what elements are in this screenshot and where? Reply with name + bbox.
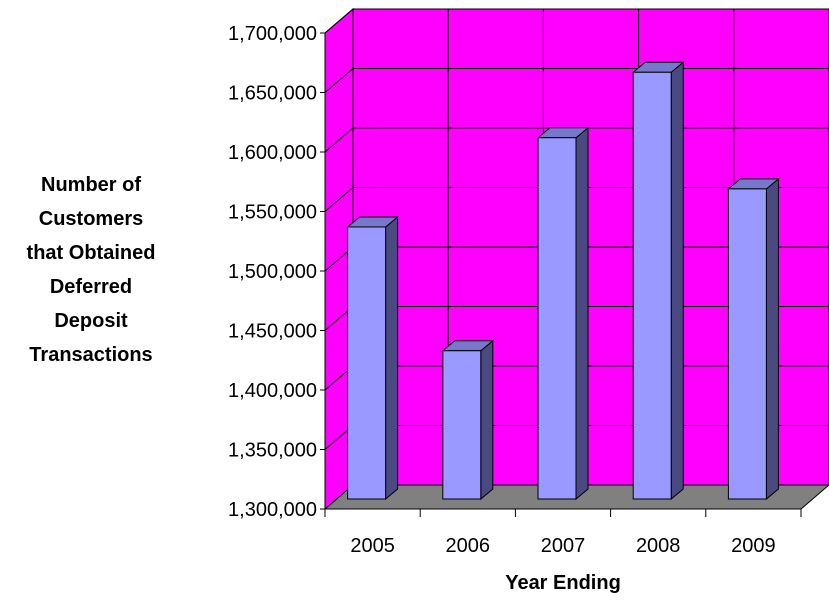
gridline-side bbox=[324, 127, 354, 153]
x-tick-label: 2008 bbox=[636, 535, 681, 557]
x-tick-label: 2006 bbox=[446, 535, 491, 557]
y-axis-title-line: that Obtained bbox=[27, 242, 156, 264]
bar-front bbox=[632, 71, 672, 500]
x-tick-label: 2005 bbox=[350, 535, 395, 557]
y-tick-label: 1,400,000 bbox=[228, 380, 317, 402]
bar-front bbox=[347, 226, 387, 500]
x-tick-labels: 2005 2006 2007 2008 2009 bbox=[324, 509, 802, 557]
bar-front bbox=[727, 188, 767, 500]
y-tick-label: 1,700,000 bbox=[228, 23, 317, 45]
bar-2007 bbox=[536, 126, 590, 501]
y-tick-label: 1,350,000 bbox=[228, 440, 317, 462]
y-axis-title-line: Deposit bbox=[54, 310, 128, 332]
y-tick-label: 1,550,000 bbox=[228, 202, 317, 224]
y-axis-title-line: Transactions bbox=[29, 344, 152, 366]
y-tick-label: 1,600,000 bbox=[228, 142, 317, 164]
bar-side bbox=[385, 215, 399, 501]
bar-2006 bbox=[441, 339, 495, 501]
gridline-side bbox=[324, 187, 354, 212]
bar-2009 bbox=[727, 177, 780, 501]
bar-2005 bbox=[346, 215, 399, 501]
y-axis-title-line: Deferred bbox=[50, 276, 132, 298]
gridline-side bbox=[324, 8, 354, 34]
gridline-side bbox=[324, 68, 354, 93]
y-tick-labels: 1,300,000 1,350,000 1,400,000 1,450,000 1,50… bbox=[228, 23, 325, 521]
bar-front bbox=[537, 137, 577, 500]
y-tick-label: 1,300,000 bbox=[228, 499, 317, 521]
y-tick-label: 1,500,000 bbox=[228, 261, 317, 283]
x-axis-title: Year Ending bbox=[505, 572, 621, 594]
bar-side bbox=[670, 61, 684, 501]
bar-front bbox=[442, 350, 482, 500]
y-tick-label: 1,650,000 bbox=[228, 83, 317, 105]
bar-side bbox=[575, 126, 589, 501]
x-tick-label: 2007 bbox=[541, 535, 586, 557]
y-axis-title-line: Customers bbox=[39, 208, 143, 230]
bar-side bbox=[480, 339, 494, 501]
bar-2008 bbox=[631, 61, 685, 501]
bars bbox=[346, 61, 780, 501]
x-tick-label: 2009 bbox=[731, 535, 776, 557]
y-axis-title: Number of Customers that Obtained Deferred D… bbox=[27, 174, 156, 366]
y-tick-label: 1,450,000 bbox=[228, 321, 317, 343]
bar-side bbox=[765, 177, 779, 501]
y-axis-title-line: Number of bbox=[41, 174, 141, 196]
